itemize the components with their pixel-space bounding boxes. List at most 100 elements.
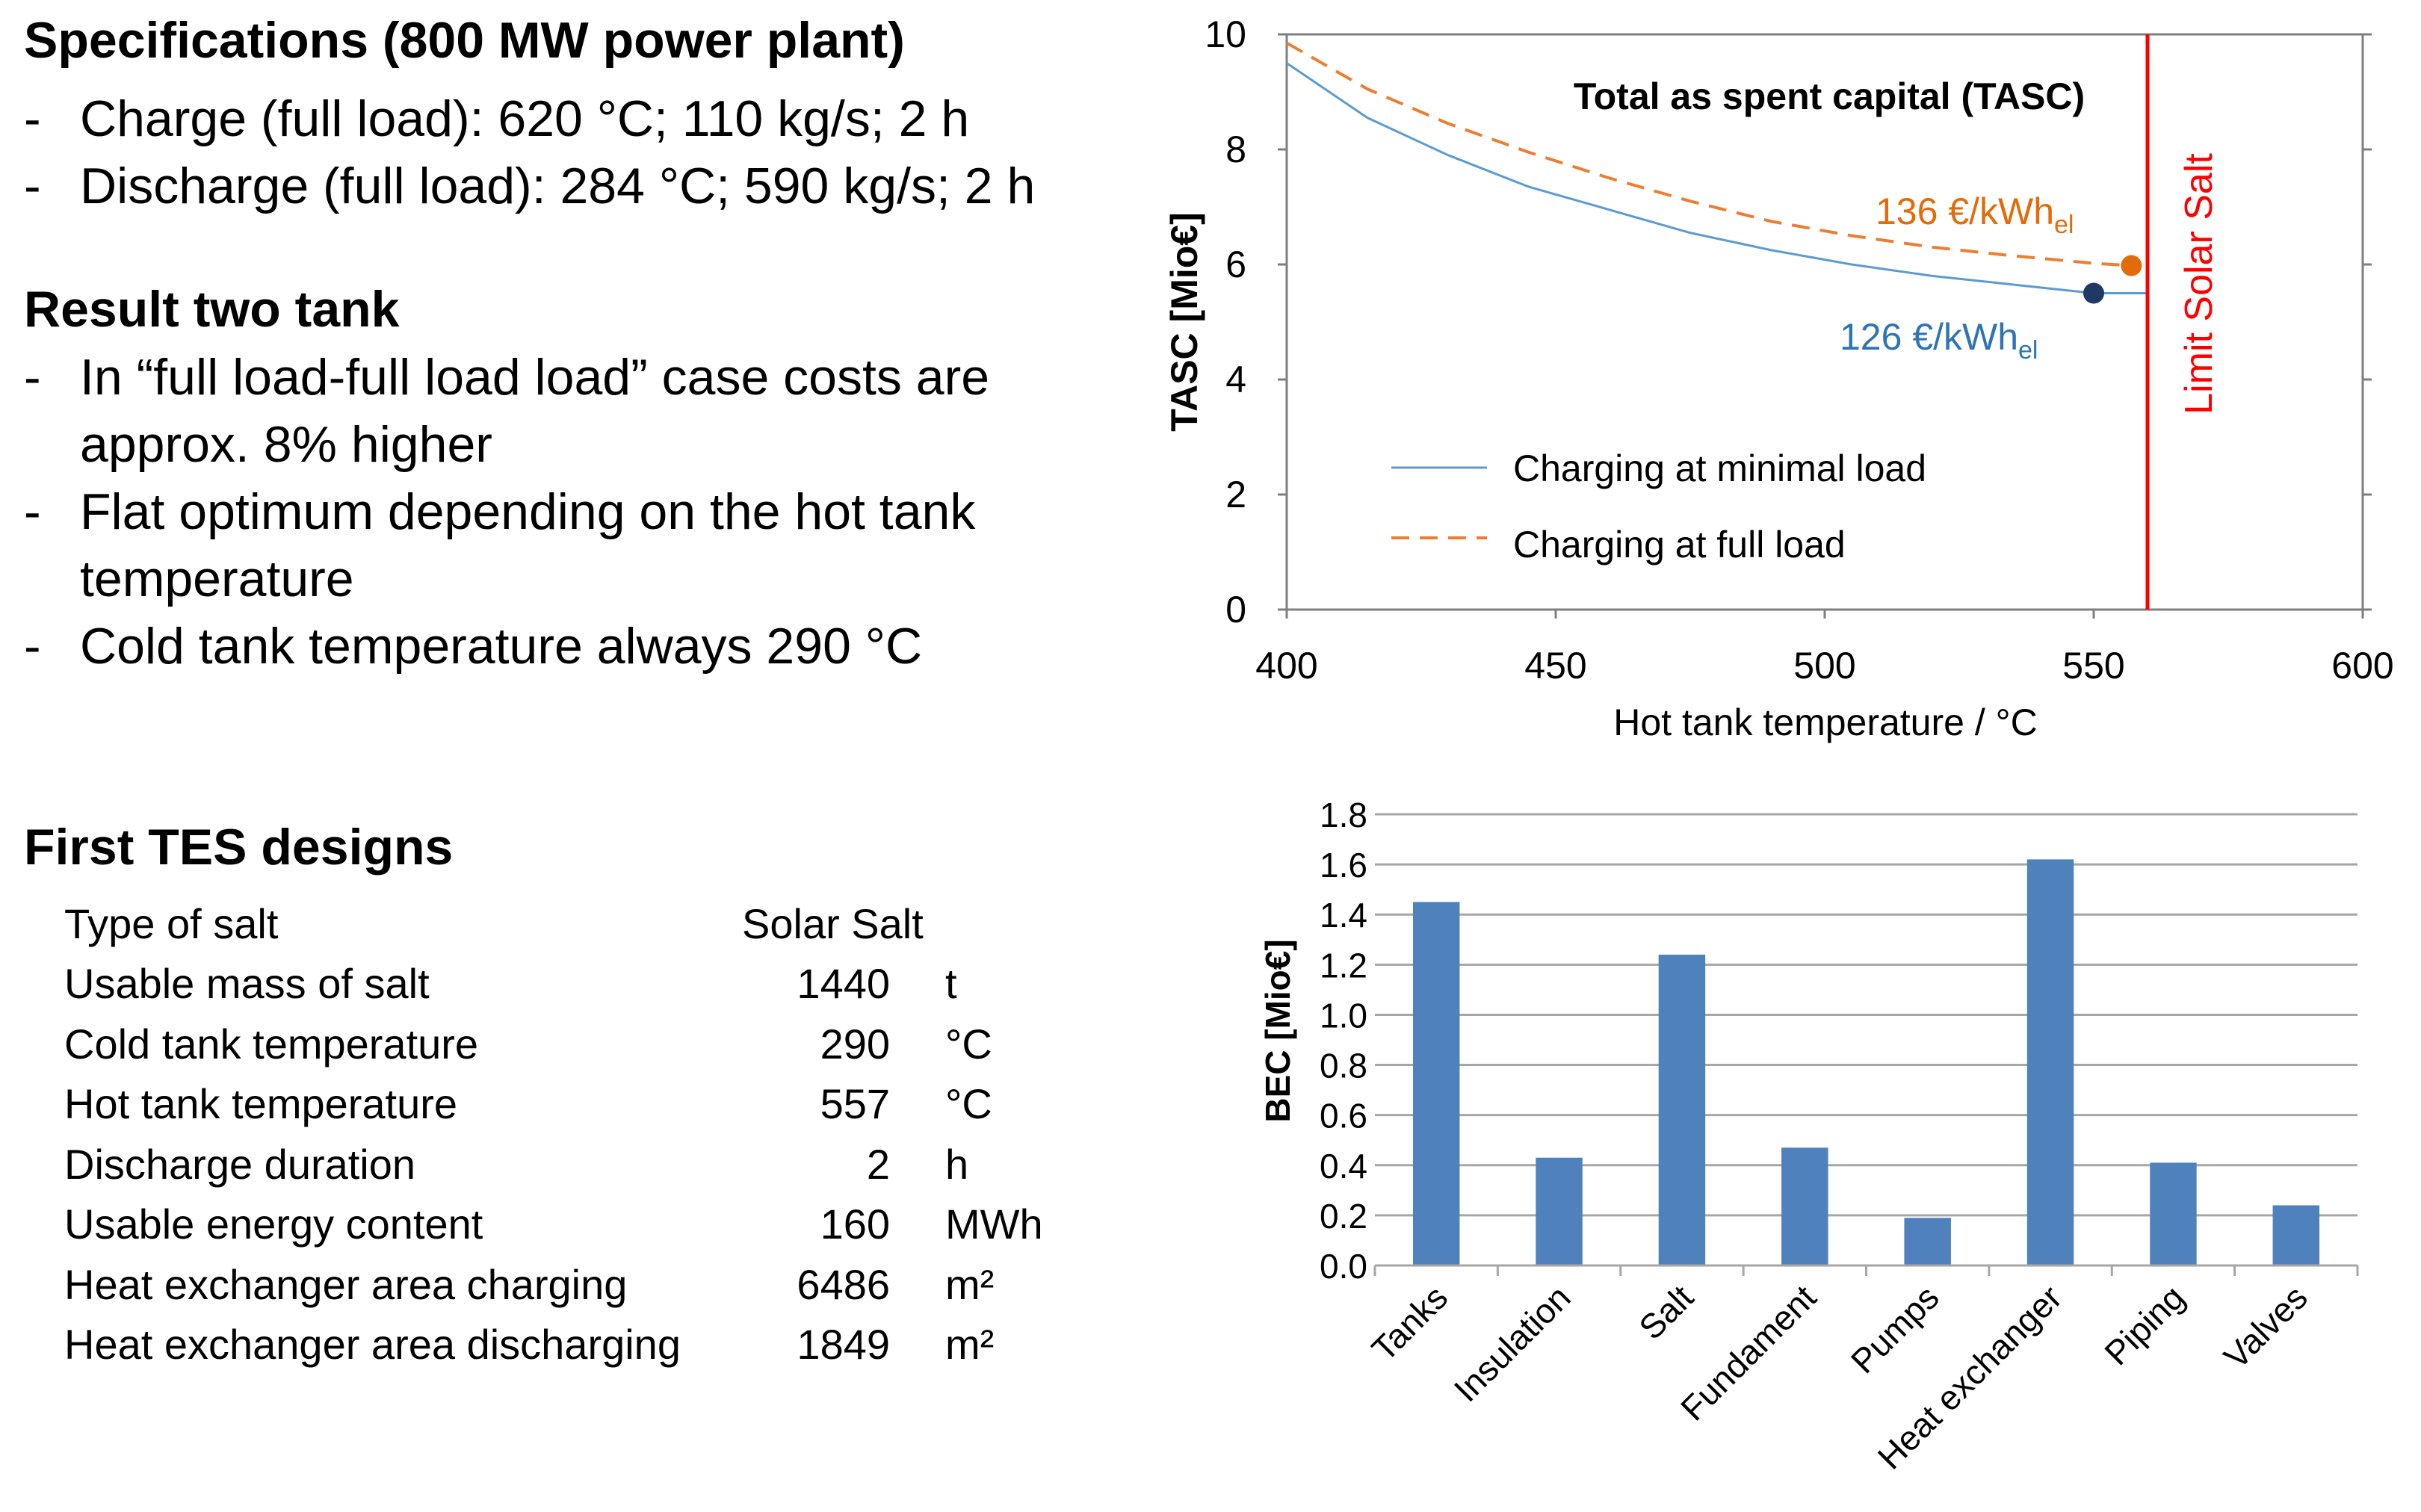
table-row: Usable mass of salt 1440 t <box>64 954 1043 1014</box>
bullet-dash: - <box>24 618 41 675</box>
bar-salt <box>1658 954 1706 1265</box>
y-tick-label: 1.0 <box>1320 996 1367 1035</box>
tes-heading: First TES designs <box>24 819 454 876</box>
table-row: Heat exchanger area discharging 1849 m² <box>64 1315 1043 1375</box>
series-line-full-load <box>1286 41 2132 267</box>
y-tick-label: 2 <box>1225 474 1246 515</box>
category-label: Pumps <box>1843 1277 1947 1381</box>
tes-value: 1849 <box>797 1321 890 1369</box>
category-label: Piping <box>2097 1277 2192 1372</box>
y-tick-label: 1.2 <box>1320 946 1367 985</box>
y-tick-label: 4 <box>1225 359 1246 400</box>
tes-unit: m² <box>945 1260 995 1308</box>
series-line-minimal-load <box>1286 62 2148 294</box>
x-tick-label: 500 <box>1793 645 1855 687</box>
series-lines <box>1286 41 2148 294</box>
tes-value: 2 <box>866 1140 890 1188</box>
result-section: Result two tank - In “full load-full load… <box>24 284 1145 680</box>
marker-label-full-load: 136 €/kWhel <box>1876 190 2074 239</box>
bars <box>1412 859 2320 1265</box>
result-heading: Result two tank <box>24 281 400 338</box>
tes-value: 290 <box>820 1020 890 1068</box>
bar-pumps <box>1904 1218 1951 1265</box>
y-tick-labels: 0.0 0.2 0.4 0.6 0.8 1.0 1.2 1.4 1.6 1.8 <box>1320 796 1367 1286</box>
bullet-dash: - <box>24 483 41 540</box>
tes-unit: °C <box>945 1020 992 1068</box>
bullet-dash: - <box>24 349 41 406</box>
y-tick-label: 6 <box>1225 244 1246 285</box>
y-tick-label: 1.8 <box>1320 796 1367 834</box>
y-tick-label: 0.2 <box>1320 1197 1367 1236</box>
tes-label: Type of salt <box>64 899 279 947</box>
tes-unit: t <box>945 960 957 1008</box>
y-tick-label: 0.4 <box>1320 1147 1367 1186</box>
legend: Charging at minimal load Charging at ful… <box>1391 447 1926 566</box>
bullet-dash: - <box>24 158 41 214</box>
y-tick-label: 10 <box>1205 13 1246 55</box>
y-axis-label: TASC [Mio€] <box>1163 212 1205 431</box>
result-item: - Flat optimum depending on the hot tank … <box>24 478 1115 613</box>
specifications-section: Specifications (800 MW power plant) - Cha… <box>24 15 1145 220</box>
bar-heat-exchanger <box>2026 859 2074 1265</box>
category-label: Valves <box>2216 1277 2315 1376</box>
tes-label: Cold tank temperature <box>64 1020 479 1068</box>
marker-label-minimal-load: 126 €/kWhel <box>1840 316 2038 365</box>
result-list: - In “full load-full load load” case cost… <box>24 344 1115 680</box>
chart-title: Total as spent capital (TASC) <box>1574 75 2085 117</box>
bar-tanks <box>1412 902 1460 1265</box>
bar-valves <box>2272 1205 2320 1265</box>
tes-label: Usable energy content <box>64 1200 483 1248</box>
y-tick-label: 8 <box>1225 128 1246 170</box>
optimum-markers <box>2083 255 2142 304</box>
legend-label-full-load: Charging at full load <box>1513 524 1846 566</box>
result-item: - Cold tank temperature always 290 °C <box>24 613 1115 680</box>
result-item: - In “full load-full load load” case cost… <box>24 344 1115 478</box>
category-label: Insulation <box>1447 1277 1578 1409</box>
legend-label-minimal-load: Charging at minimal load <box>1513 447 1926 489</box>
table-row: Usable energy content 160 MWh <box>64 1195 1043 1255</box>
tes-unit: h <box>945 1140 969 1188</box>
x-tick-label: 550 <box>2062 645 2124 687</box>
tes-label: Hot tank temperature <box>64 1080 458 1128</box>
table-row: Heat exchanger area charging 6486 m² <box>64 1254 1043 1315</box>
x-tick-label: 450 <box>1524 645 1586 687</box>
category-label: Salt <box>1631 1277 1701 1347</box>
table-row: Type of salt Solar Salt <box>64 893 1043 954</box>
bar-fundament <box>1781 1147 1828 1265</box>
tick-marks <box>1278 33 2372 619</box>
tes-value: 1440 <box>797 960 890 1008</box>
bar-piping <box>2150 1162 2197 1265</box>
y-tick-label: 0 <box>1225 589 1246 630</box>
x-tick-label: 600 <box>2331 645 2393 687</box>
tes-value: 6486 <box>797 1260 890 1308</box>
tes-label: Usable mass of salt <box>64 960 430 1008</box>
tes-table: Type of salt Solar Salt Usable mass of s… <box>64 893 1043 1375</box>
tes-value: 160 <box>820 1200 890 1248</box>
tes-label: Discharge duration <box>64 1140 416 1188</box>
tes-label: Heat exchanger area discharging <box>64 1321 681 1369</box>
table-row: Hot tank temperature 557 °C <box>64 1074 1043 1135</box>
x-tick-label: 400 <box>1255 645 1317 687</box>
marker-full-load <box>2121 255 2142 276</box>
y-tick-label: 0.0 <box>1320 1247 1367 1286</box>
spec-item: - Discharge (full load): 284 °C; 590 kg/s… <box>24 152 1145 220</box>
spec-item: - Charge (full load): 620 °C; 110 kg/s; 2… <box>24 85 1145 152</box>
tes-value: 557 <box>820 1080 890 1128</box>
y-axis-label: BEC [Mio€] <box>1258 939 1297 1122</box>
marker-minimal-load <box>2083 282 2104 304</box>
table-row: Discharge duration 2 h <box>64 1134 1043 1195</box>
y-tick-label: 1.6 <box>1320 846 1367 884</box>
x-axis <box>1373 1264 2359 1276</box>
table-row: Cold tank temperature 290 °C <box>64 1014 1043 1074</box>
y-tick-label: 0.6 <box>1320 1097 1367 1135</box>
specifications-list: - Charge (full load): 620 °C; 110 kg/s; 2… <box>24 85 1145 220</box>
tes-value: Solar Salt <box>742 899 924 947</box>
gridlines <box>1375 813 2357 1217</box>
tes-unit: MWh <box>945 1200 1043 1248</box>
limit-label: Limit Solar Salt <box>2177 153 2221 415</box>
tes-unit: m² <box>945 1321 995 1369</box>
tes-label: Heat exchanger area charging <box>64 1260 628 1308</box>
